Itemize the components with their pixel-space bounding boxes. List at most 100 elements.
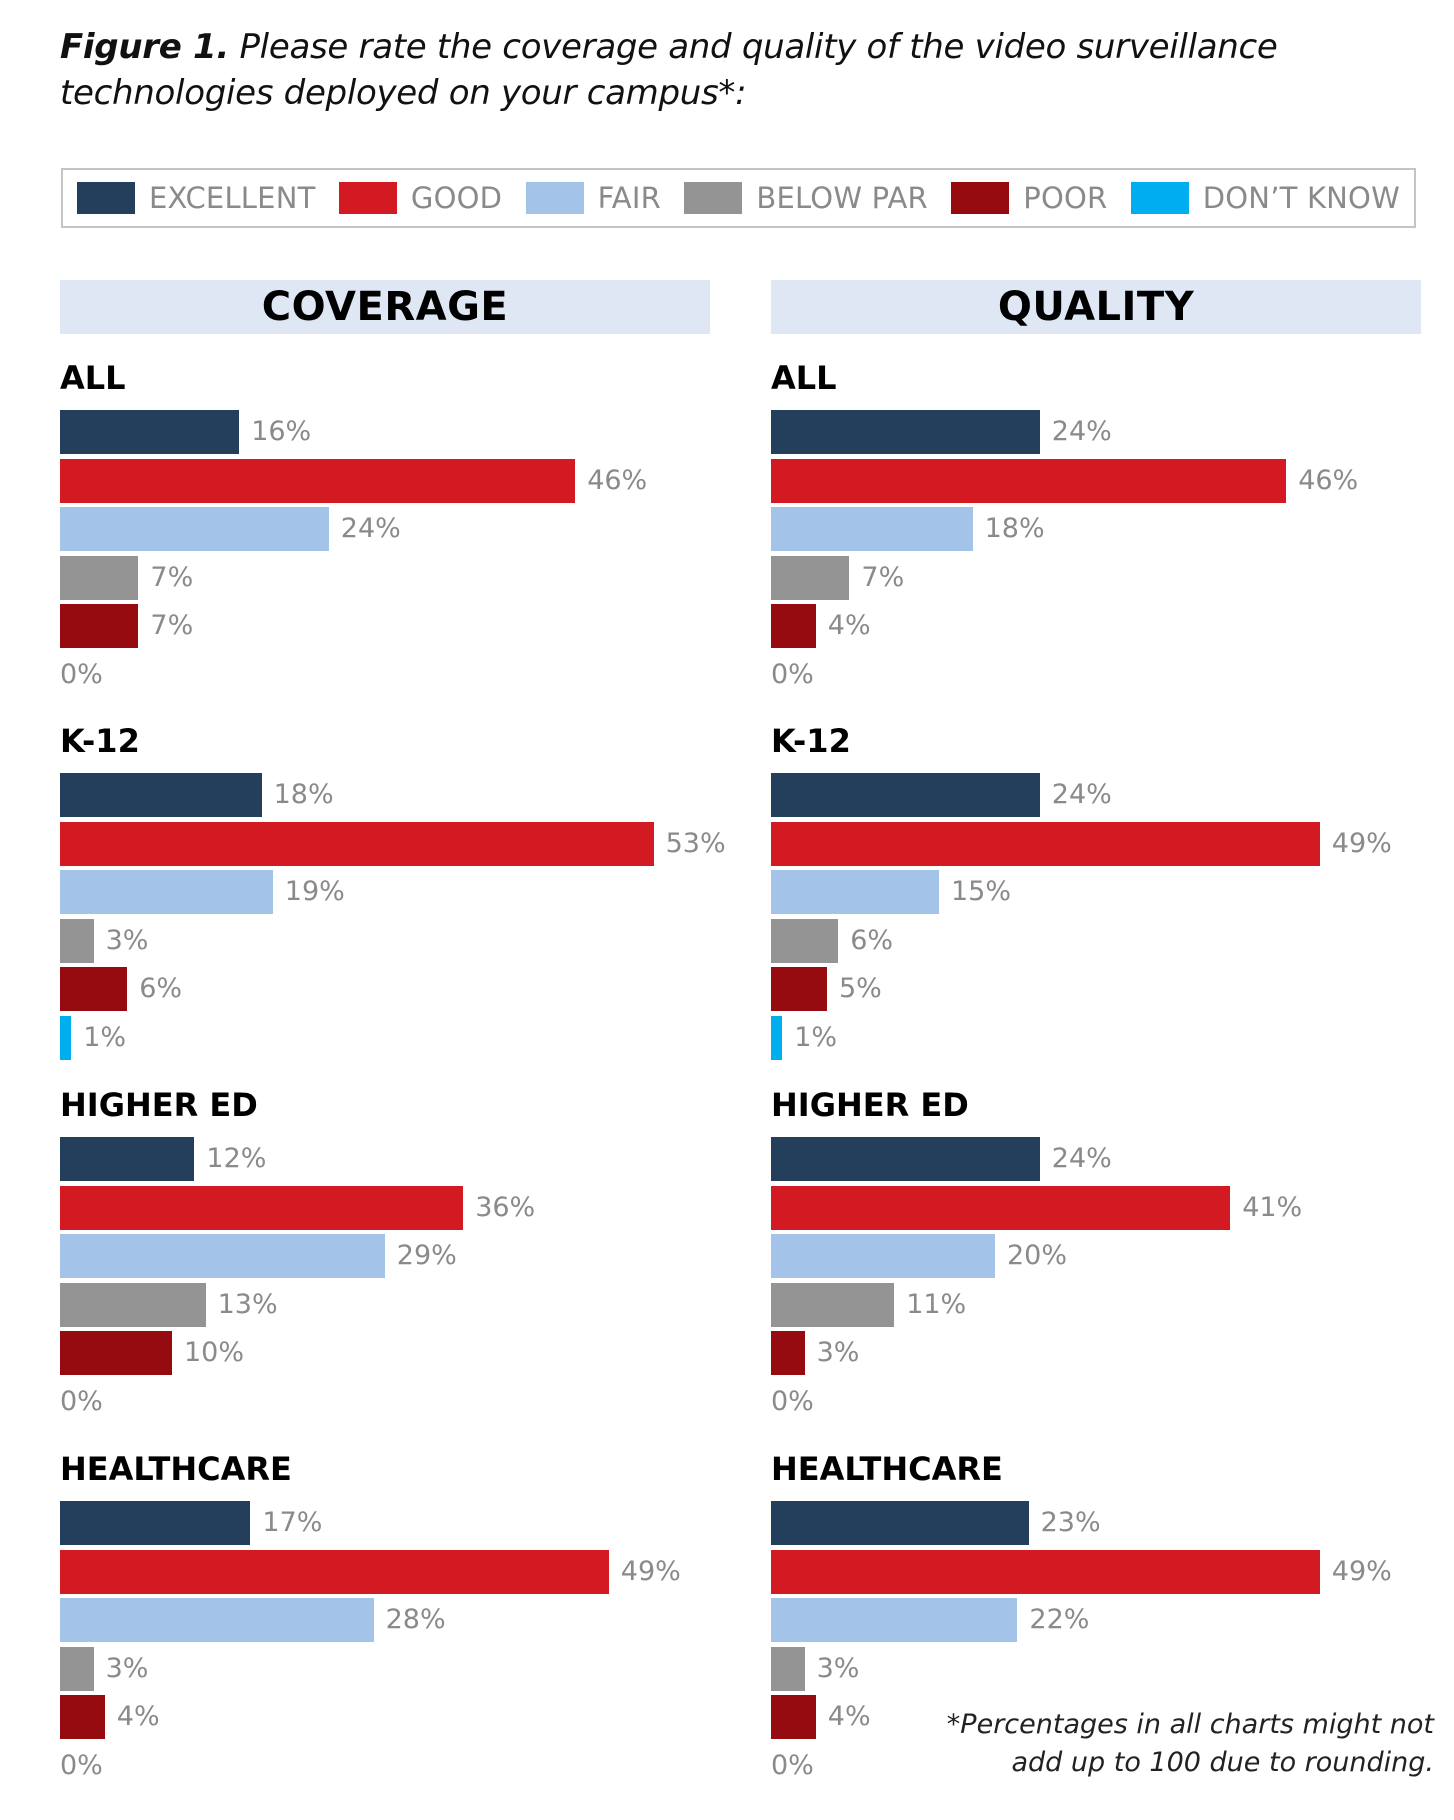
bar-value-label: 3% bbox=[816, 1652, 860, 1684]
bar-value-label: 49% bbox=[1331, 827, 1392, 859]
legend-label: BELOW PAR bbox=[756, 181, 928, 215]
footnote-line-2: add up to 100 due to rounding. bbox=[1011, 1747, 1435, 1778]
bar bbox=[60, 1549, 609, 1594]
bar bbox=[60, 1185, 464, 1230]
bar-value-label: 1% bbox=[83, 1021, 127, 1053]
bar bbox=[771, 604, 816, 648]
bar bbox=[60, 1331, 172, 1375]
bar bbox=[60, 821, 654, 866]
group-title: HIGHER ED bbox=[771, 1086, 969, 1124]
group-title: ALL bbox=[60, 359, 126, 397]
footnote-line-1: *Percentages in all charts might not bbox=[946, 1709, 1434, 1740]
bar bbox=[60, 1501, 251, 1545]
group-title: K-12 bbox=[60, 722, 140, 760]
bar-value-label: 5% bbox=[839, 973, 882, 1004]
bar-value-label: 12% bbox=[206, 1143, 267, 1174]
bar bbox=[60, 773, 262, 817]
legend-swatch bbox=[1130, 182, 1189, 214]
bar-value-label: 7% bbox=[150, 610, 194, 641]
bar bbox=[771, 507, 973, 551]
bar bbox=[60, 604, 139, 648]
bar bbox=[60, 1234, 385, 1278]
bar bbox=[60, 507, 329, 551]
bar bbox=[771, 918, 839, 963]
legend-label: FAIR bbox=[597, 181, 661, 215]
quality-panel-header: QUALITY bbox=[771, 280, 1421, 334]
bar-value-label: 16% bbox=[251, 416, 312, 447]
bar bbox=[771, 821, 1320, 866]
bar-value-label: 11% bbox=[906, 1288, 967, 1320]
footnote: *Percentages in all charts might not add… bbox=[914, 1706, 1434, 1782]
figure-title: Figure 1. Please rate the coverage and q… bbox=[60, 24, 1420, 116]
legend-item: BELOW PAR bbox=[684, 181, 928, 215]
bar bbox=[60, 967, 128, 1011]
bar-value-label: 23% bbox=[1040, 1507, 1101, 1538]
bar-value-label: 22% bbox=[1029, 1604, 1090, 1635]
bar bbox=[771, 773, 1040, 817]
bar-value-label: 20% bbox=[1007, 1240, 1068, 1271]
bar-value-label: 4% bbox=[827, 1701, 871, 1732]
legend: EXCELLENT GOOD FAIR BELOW PAR POOR DON’T KNOW bbox=[61, 168, 1416, 228]
legend-label: GOOD bbox=[410, 181, 503, 215]
bar bbox=[771, 1598, 1018, 1642]
bar bbox=[771, 555, 850, 600]
bar-value-label: 17% bbox=[262, 1507, 323, 1538]
bar bbox=[60, 1598, 374, 1642]
bar bbox=[771, 1234, 995, 1278]
group-title: HEALTHCARE bbox=[60, 1450, 292, 1488]
bar-value-label: 15% bbox=[951, 876, 1012, 907]
bar-value-label: 49% bbox=[620, 1555, 681, 1587]
bar bbox=[60, 555, 139, 600]
bar bbox=[60, 1282, 206, 1327]
legend-swatch bbox=[525, 182, 584, 214]
bar bbox=[60, 1015, 72, 1060]
bar bbox=[771, 458, 1287, 503]
legend-label: POOR bbox=[1023, 181, 1108, 215]
bar-value-label: 46% bbox=[1298, 464, 1359, 496]
bar-value-label: 36% bbox=[475, 1191, 536, 1223]
bar bbox=[60, 870, 273, 914]
group-title: HEALTHCARE bbox=[771, 1450, 1003, 1488]
bar-value-label: 53% bbox=[665, 827, 726, 859]
bar bbox=[771, 1015, 783, 1060]
bar bbox=[60, 1695, 105, 1739]
bar bbox=[771, 967, 827, 1011]
bar-value-label: 0% bbox=[60, 658, 103, 690]
bar bbox=[771, 410, 1040, 454]
bar-value-label: 6% bbox=[850, 924, 894, 956]
bar-value-label: 3% bbox=[105, 1652, 149, 1684]
bar bbox=[771, 1331, 805, 1375]
bar-value-label: 13% bbox=[217, 1288, 278, 1320]
bar-value-label: 7% bbox=[861, 561, 905, 593]
bar-value-label: 10% bbox=[184, 1337, 245, 1368]
bar bbox=[60, 410, 240, 454]
bar-value-label: 7% bbox=[150, 561, 194, 593]
legend-item: GOOD bbox=[338, 181, 503, 215]
figure-label: Figure 1. bbox=[60, 27, 229, 67]
legend-swatch bbox=[338, 182, 397, 214]
group-title: ALL bbox=[771, 359, 837, 397]
bar-value-label: 49% bbox=[1331, 1555, 1392, 1587]
legend-swatch bbox=[77, 182, 135, 214]
figure-question: Please rate the coverage and quality of … bbox=[60, 27, 1278, 113]
bar-value-label: 41% bbox=[1242, 1191, 1303, 1223]
legend-swatch bbox=[684, 182, 743, 214]
bar bbox=[771, 870, 939, 914]
bar bbox=[771, 1501, 1029, 1545]
bar-value-label: 0% bbox=[60, 1385, 103, 1417]
legend-item: POOR bbox=[951, 181, 1107, 215]
bar-value-label: 3% bbox=[816, 1337, 860, 1368]
bar bbox=[771, 1185, 1231, 1230]
bar bbox=[60, 458, 576, 503]
bar-value-label: 1% bbox=[794, 1021, 838, 1053]
bar-value-label: 4% bbox=[827, 610, 871, 641]
bar-value-label: 0% bbox=[60, 1749, 103, 1781]
bar-value-label: 29% bbox=[396, 1240, 457, 1271]
bar bbox=[771, 1646, 805, 1691]
legend-item: FAIR bbox=[525, 181, 661, 215]
group-title: K-12 bbox=[771, 722, 851, 760]
bar-value-label: 0% bbox=[771, 1385, 814, 1417]
bar bbox=[771, 1137, 1040, 1181]
bar-value-label: 4% bbox=[116, 1701, 160, 1732]
bar-value-label: 24% bbox=[1051, 1143, 1112, 1174]
